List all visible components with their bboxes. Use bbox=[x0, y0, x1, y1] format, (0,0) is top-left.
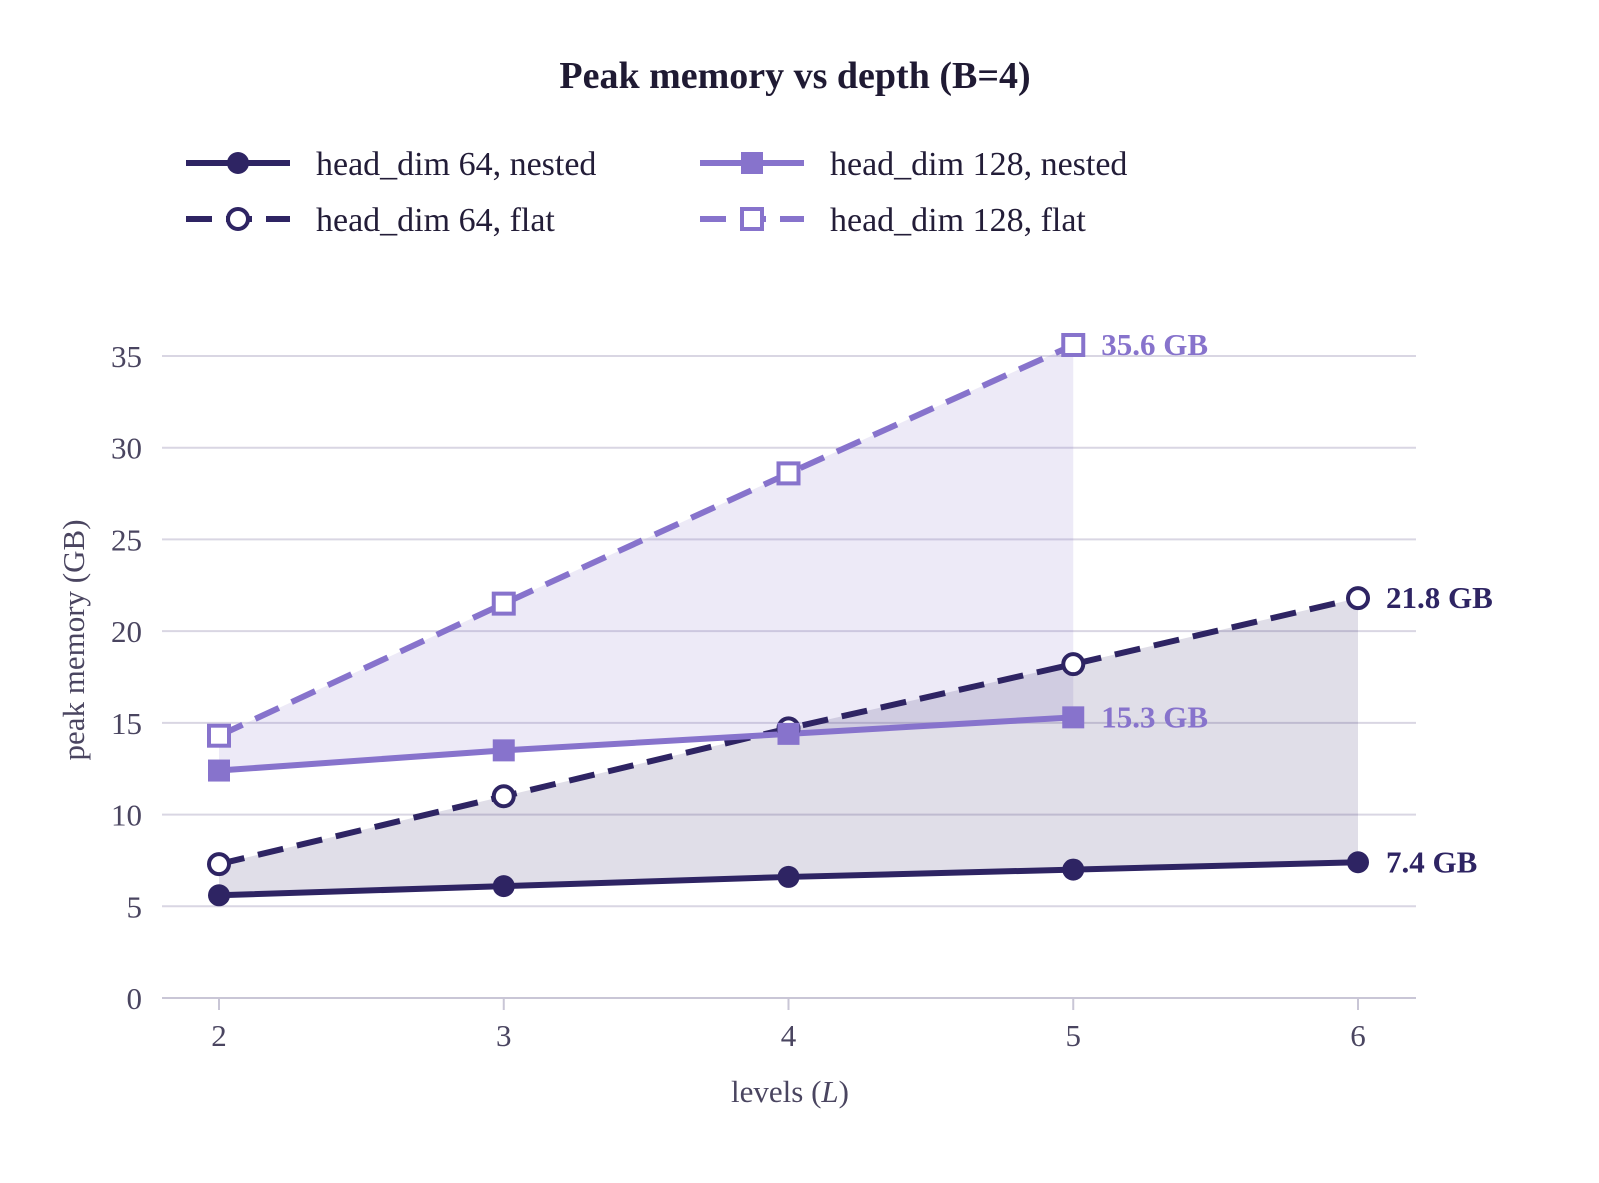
data-point bbox=[1062, 858, 1085, 881]
data-point bbox=[208, 884, 230, 907]
legend-label: head_dim 64, nested bbox=[316, 146, 596, 183]
data-point bbox=[1061, 332, 1086, 357]
x-tick-label: 6 bbox=[1350, 1018, 1366, 1053]
data-point bbox=[492, 739, 515, 762]
series-line bbox=[217, 342, 1075, 739]
data-point bbox=[491, 784, 516, 809]
data-point bbox=[777, 722, 800, 745]
x-tick-label: 5 bbox=[1066, 1018, 1082, 1053]
end-value-label: 35.6 GB bbox=[1101, 327, 1208, 362]
legend-label: head_dim 64, flat bbox=[316, 202, 555, 239]
data-point bbox=[776, 461, 801, 486]
y-tick-label: 15 bbox=[111, 706, 142, 741]
data-point bbox=[741, 152, 763, 174]
y-axis-label: peak memory (GB) bbox=[56, 519, 91, 760]
chart-title: Peak memory vs depth (B=4) bbox=[559, 55, 1030, 97]
data-point bbox=[777, 865, 800, 888]
data-point bbox=[1346, 586, 1370, 611]
y-tick-label: 0 bbox=[127, 981, 143, 1016]
legend: head_dim 64, nested head_dim 64, flat head… bbox=[186, 146, 1127, 239]
y-axis-ticks: 0 5 10 15 20 25 30 35 bbox=[111, 339, 142, 1016]
data-point bbox=[1061, 652, 1086, 677]
y-tick-label: 35 bbox=[111, 339, 142, 374]
legend-item: head_dim 128, nested bbox=[700, 146, 1127, 183]
y-tick-label: 25 bbox=[111, 522, 142, 557]
shaded-regions bbox=[219, 344, 1358, 896]
x-axis-ticks: 2 3 4 5 6 bbox=[211, 998, 1366, 1053]
data-point bbox=[1062, 706, 1085, 729]
data-point bbox=[227, 152, 249, 174]
legend-label: head_dim 128, flat bbox=[830, 202, 1086, 239]
end-value-label: 21.8 GB bbox=[1386, 580, 1493, 615]
y-tick-label: 30 bbox=[111, 431, 142, 466]
series-markers bbox=[207, 332, 1370, 907]
y-tick-label: 10 bbox=[111, 798, 142, 833]
data-point bbox=[226, 207, 250, 231]
legend-label: head_dim 128, nested bbox=[830, 146, 1127, 183]
legend-item: head_dim 64, nested bbox=[186, 146, 596, 183]
y-tick-label: 5 bbox=[127, 889, 143, 924]
data-point bbox=[207, 852, 231, 877]
data-point bbox=[740, 207, 764, 231]
legend-item: head_dim 128, flat bbox=[700, 202, 1086, 239]
end-value-label: 15.3 GB bbox=[1101, 699, 1208, 734]
data-point bbox=[207, 723, 231, 748]
x-axis-label: levels (L) bbox=[731, 1074, 849, 1109]
x-tick-label: 4 bbox=[781, 1018, 797, 1053]
legend-item: head_dim 64, flat bbox=[186, 202, 555, 239]
data-point bbox=[492, 875, 515, 898]
shaded-region bbox=[219, 344, 1074, 771]
data-point bbox=[491, 591, 516, 616]
y-tick-label: 20 bbox=[111, 614, 142, 649]
end-labels: 21.8 GB 35.6 GB 15.3 GB 7.4 GB bbox=[1101, 327, 1493, 879]
data-point bbox=[208, 759, 230, 782]
data-point bbox=[1347, 851, 1369, 874]
end-value-label: 7.4 GB bbox=[1386, 844, 1477, 879]
x-tick-label: 3 bbox=[496, 1018, 512, 1053]
series-line bbox=[218, 714, 1074, 774]
x-tick-label: 2 bbox=[211, 1018, 227, 1053]
